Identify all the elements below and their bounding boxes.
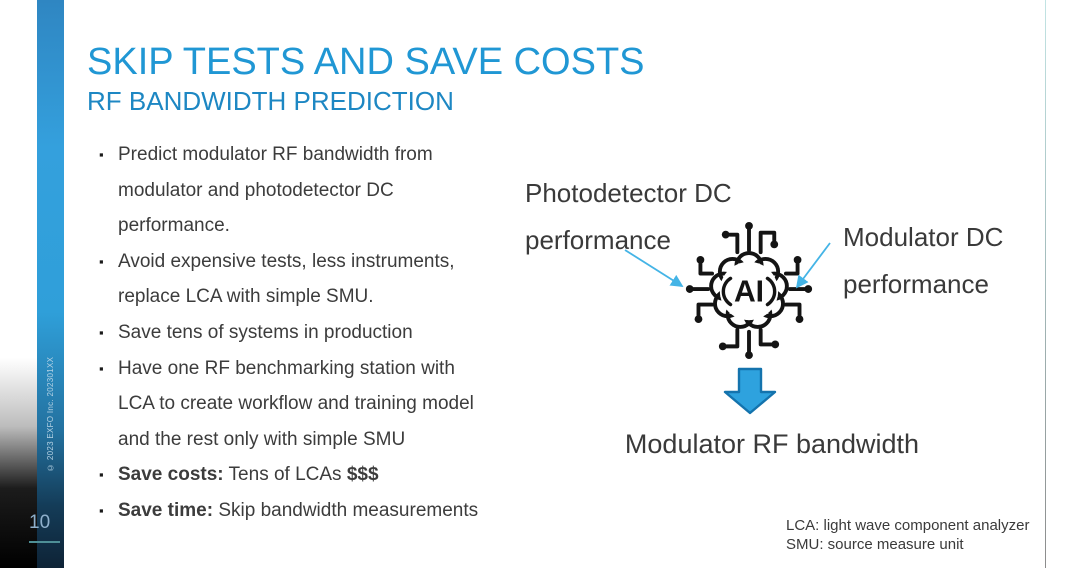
bullet-line: and the rest only with simple SMU [118,428,406,450]
bullet-marker: ▪ [99,147,104,162]
bullet-line: Save tens of systems in production [118,321,413,343]
bullet-line: Have one RF benchmarking station with [118,357,455,379]
bullet-line: Save time: Skip bandwidth measurements [118,493,509,529]
down-arrow-icon [723,367,777,415]
slide-subtitle: RF BANDWIDTH PREDICTION [87,86,454,116]
bullet-item: ▪ Have one RF benchmarking station with … [99,351,509,458]
output-label: Modulator RF bandwidth [624,429,920,459]
modulator-input-label: Modulator DC performance [843,214,1003,308]
bullet-item: ▪ Predict modulator RF bandwidth from mo… [99,137,509,244]
left-margin-shade [0,0,37,568]
footnote-smu: SMU: source measure unit [786,536,964,553]
slide-edge-line [1045,0,1046,568]
label-line: Photodetector DC [525,178,732,208]
bullet-line: modulator and photodetector DC [118,179,394,201]
bullet-line: Predict modulator RF bandwidth from [118,144,433,165]
bullet-marker: ▪ [99,467,104,483]
bullet-bold-tail: $$$ [346,464,379,486]
label-line: performance [843,269,989,299]
label-line: performance [525,225,671,255]
bullet-bold-lead: Save time: [118,499,214,521]
bullet-marker: ▪ [99,360,104,376]
right-input-arrow [795,242,831,289]
input-arrows [624,242,831,289]
bullet-marker: ▪ [99,502,104,518]
bullet-item: ▪ Save costs: Tens of LCAs $$$ [99,457,509,493]
side-accent-bar [37,0,64,568]
page-number-underline [29,541,60,543]
bullet-line: Avoid expensive tests, less instruments, [118,250,455,272]
bullet-line: performance. [118,215,230,237]
bullet-item: ▪ Save tens of systems in production [99,315,509,351]
bullet-text: Skip bandwidth measurements [213,499,479,521]
bullet-item: ▪ Avoid expensive tests, less instrument… [99,244,509,315]
bullet-item: ▪ Save time: Skip bandwidth measurements [99,493,509,529]
bullet-list: ▪ Predict modulator RF bandwidth from mo… [99,137,509,529]
bullet-line: replace LCA with simple SMU. [118,286,374,308]
footnotes: LCA: light wave component analyzer SMU: … [786,516,1029,554]
bullet-line: Save costs: Tens of LCAs $$$ [118,457,509,493]
ai-icon-label: AI [734,276,764,309]
slide-title: SKIP TESTS AND SAVE COSTS [87,41,645,83]
label-line: Modulator DC [843,222,1004,252]
bullet-line: LCA to create workflow and training mode… [118,393,474,415]
page-number: 10 [29,512,51,533]
bullet-text: Tens of LCAs [223,464,347,486]
left-input-arrow [624,249,684,287]
bullet-bold-lead: Save costs: [118,464,224,486]
footnote-lca: LCA: light wave component analyzer [786,517,1030,534]
photodetector-input-label: Photodetector DC performance [525,170,732,264]
ai-brain-icon: AI [685,222,813,359]
bullet-marker: ▪ [99,253,104,269]
bullet-marker: ▪ [99,324,104,340]
copyright-vertical-text: © 2023 EXFO Inc. 202301XX [46,356,55,472]
